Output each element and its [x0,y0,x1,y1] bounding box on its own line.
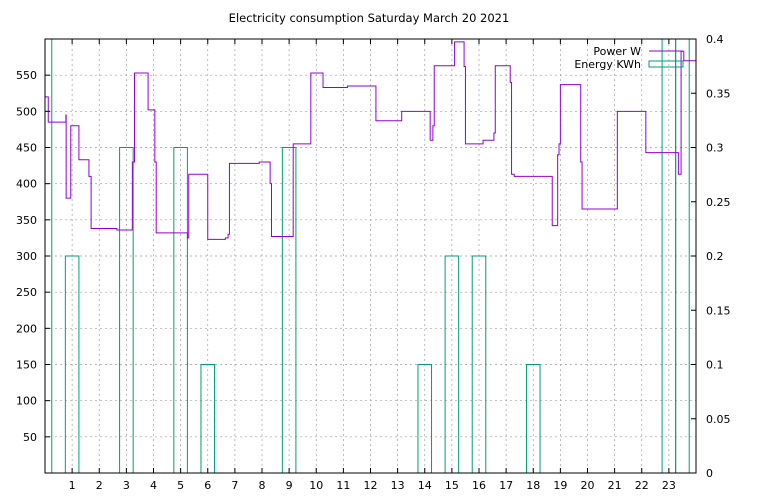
y-tick-label-left: 150 [16,359,37,372]
x-tick-label: 10 [309,479,323,492]
x-tick-label: 12 [364,479,378,492]
x-tick-label: 13 [391,479,405,492]
y-tick-label-right: 0.3 [706,142,724,155]
y-tick-label-left: 450 [16,142,37,155]
y-tick-label-left: 550 [16,69,37,82]
x-tick-label: 6 [204,479,211,492]
legend: Power W Energy KWh [574,45,684,71]
x-tick-label: 19 [553,479,567,492]
y-tick-label-right: 0.2 [706,250,724,263]
y-tick-label-right: 0.05 [706,413,731,426]
x-tick-label: 23 [662,479,676,492]
x-tick-label: 8 [259,479,266,492]
x-tick-label: 7 [231,479,238,492]
x-tick-label: 3 [123,479,130,492]
x-tick-label: 18 [526,479,540,492]
x-tick-label: 22 [635,479,649,492]
energy-bar [417,364,433,473]
legend-label-energy: Energy KWh [574,58,641,71]
y-tick-label-right: 0 [706,467,713,480]
energy-bar [119,147,134,473]
axis-ticks: 1 2 3 4 5 6 7 8 9 10 11 12 13 14 15 16 17 18 19 20 21 22 23501… [16,33,731,492]
x-tick-label: 5 [177,479,184,492]
y-tick-label-left: 350 [16,214,37,227]
y-tick-label-left: 300 [16,250,37,263]
x-tick-label: 11 [336,479,350,492]
x-tick-label: 1 [69,479,76,492]
y-tick-label-left: 50 [23,431,37,444]
x-tick-label: 15 [445,479,459,492]
y-tick-label-left: 200 [16,322,37,335]
x-tick-label: 9 [286,479,293,492]
energy-bar [525,364,541,473]
energy-bar [471,255,487,473]
y-tick-label-left: 100 [16,395,37,408]
y-tick-label-left: 250 [16,286,37,299]
legend-swatch-energy [648,60,684,68]
y-tick-label-right: 0.35 [706,87,731,100]
y-tick-label-right: 0.1 [706,359,724,372]
x-tick-label: 4 [150,479,157,492]
x-tick-label: 16 [472,479,486,492]
x-tick-label: 14 [418,479,432,492]
energy-bar [173,147,188,473]
x-tick-label: 2 [96,479,103,492]
energy-bar [675,38,690,473]
y-tick-label-right: 0.15 [706,304,731,317]
power-line [45,41,697,240]
x-tick-label: 17 [499,479,513,492]
energy-bar [444,255,460,473]
y-tick-label-right: 0.4 [706,33,724,46]
energy-bar [64,255,80,473]
x-tick-label: 20 [581,479,595,492]
power-series [45,41,697,240]
x-tick-label: 21 [608,479,622,492]
grid [45,39,696,473]
chart-title: Electricity consumption Saturday March 2… [229,11,510,25]
legend-label-power: Power W [593,45,641,58]
energy-bar [281,147,297,473]
y-tick-label-left: 500 [16,105,37,118]
y-tick-label-left: 400 [16,178,37,191]
y-tick-label-right: 0.25 [706,196,731,209]
energy-bar [200,364,216,473]
